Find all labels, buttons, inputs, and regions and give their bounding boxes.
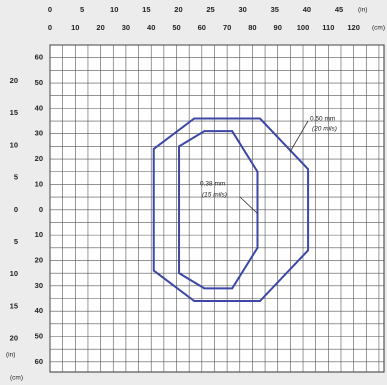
x-tick-label: 10 (71, 23, 79, 32)
y2-tick-label: 15 (10, 108, 18, 117)
y-tick-label: 60 (35, 53, 43, 62)
x2-tick-label: 45 (335, 5, 343, 14)
x-tick-label: 20 (96, 23, 104, 32)
leader-line (289, 120, 309, 153)
y-tick-label: 50 (35, 78, 43, 87)
x2-tick-label: 25 (206, 5, 214, 14)
y-tick-label: 40 (35, 103, 43, 112)
x-tick-label: 110 (322, 23, 334, 32)
zone-sublabel: (20 mils) (312, 126, 337, 133)
x-tick-label: 120 (347, 23, 360, 32)
y2-tick-label: 15 (10, 301, 18, 310)
x-tick-label: 100 (297, 23, 310, 32)
y-tick-label: 10 (35, 230, 43, 239)
leader-line (239, 196, 259, 215)
zone-sublabel: (15 mils) (202, 192, 227, 199)
y2-tick-label: 20 (10, 334, 18, 343)
x-unit: (cm) (372, 25, 385, 32)
y2-tick-label: 0 (14, 205, 18, 214)
reading-zone (152, 117, 310, 303)
x-tick-label: 70 (223, 23, 231, 32)
x-tick-label: 60 (198, 23, 206, 32)
y2-tick-label: 10 (10, 269, 18, 278)
y2-tick-label: 5 (14, 237, 18, 246)
x-tick-label: 50 (172, 23, 180, 32)
y2-tick-label: 10 (10, 140, 18, 149)
reading-zone (178, 130, 259, 290)
y-tick-label: 30 (35, 281, 43, 290)
x-tick-label: 30 (122, 23, 130, 32)
x2-tick-label: 5 (80, 5, 84, 14)
x2-tick-label: 10 (110, 5, 118, 14)
x2-tick-label: 0 (48, 5, 52, 14)
plot-area (49, 44, 385, 373)
x2-tick-label: 40 (303, 5, 311, 14)
x-tick-label: 0 (48, 23, 52, 32)
y-tick-label: 50 (35, 331, 43, 340)
y-tick-label: 0 (39, 205, 43, 214)
x2-tick-label: 30 (239, 5, 247, 14)
x2-tick-label: 20 (174, 5, 182, 14)
x-tick-label: 90 (274, 23, 282, 32)
y-tick-label: 20 (35, 255, 43, 264)
zone-label: 0.38 mm (200, 181, 225, 188)
x2-unit: (in) (358, 7, 367, 14)
y-tick-label: 20 (35, 154, 43, 163)
y2-tick-label: 20 (10, 76, 18, 85)
y-tick-label: 30 (35, 129, 43, 138)
x-tick-label: 40 (147, 23, 155, 32)
y-tick-label: 10 (35, 179, 43, 188)
y-tick-label: 60 (35, 357, 43, 366)
zone-label: 0.50 mm (310, 116, 335, 123)
y2-unit: (in) (6, 352, 15, 359)
y2-tick-label: 5 (14, 173, 18, 182)
x2-tick-label: 15 (142, 5, 150, 14)
x2-tick-label: 35 (271, 5, 279, 14)
x-tick-label: 80 (248, 23, 256, 32)
y-unit: (cm) (10, 375, 23, 382)
y-tick-label: 40 (35, 306, 43, 315)
